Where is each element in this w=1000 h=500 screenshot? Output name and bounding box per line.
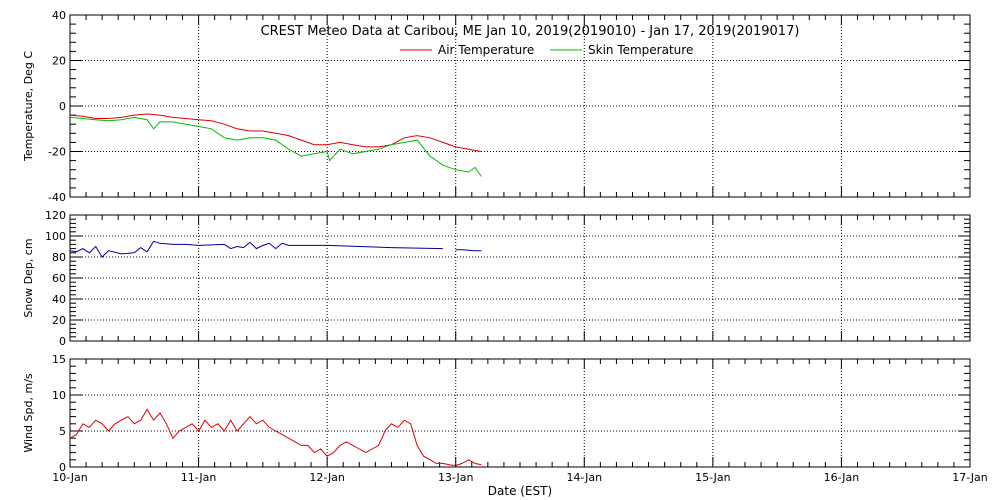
y-tick-label: 0 xyxy=(59,461,66,474)
y-tick-label: 20 xyxy=(52,55,66,68)
series-line-0-0 xyxy=(69,113,482,152)
panel-1: 0 20 40 60 80 100 120 Snow Dep, cm xyxy=(22,209,971,348)
y-tick-label: 5 xyxy=(59,425,66,438)
y-axis-label: Temperature, Deg C xyxy=(22,51,35,162)
series-line-2-0 xyxy=(69,408,482,467)
x-tick-label: 11-Jan xyxy=(181,471,217,484)
y-axis-label: Snow Dep, cm xyxy=(22,238,35,317)
y-tick-label: 20 xyxy=(52,314,66,327)
y-tick-label: 10 xyxy=(52,389,66,402)
x-tick-label: 17-Jan xyxy=(952,471,988,484)
y-tick-label: 40 xyxy=(52,9,66,22)
y-tick-label: 60 xyxy=(52,272,66,285)
x-tick-label: 16-Jan xyxy=(824,471,860,484)
y-tick-label: 0 xyxy=(59,335,66,348)
temperature-legend: Air Temperature Skin Temperature xyxy=(400,43,693,57)
series-line-0-1 xyxy=(69,116,482,177)
panel-2: 0 5 10 15 Wind Spd, m/s xyxy=(22,353,971,474)
x-axis-label: Date (EST) xyxy=(488,484,552,498)
y-tick-label: 100 xyxy=(45,230,66,243)
series-line-1-0 xyxy=(69,240,443,258)
panel-0: -40 -20 0 20 40 Temperature, Deg C xyxy=(22,9,971,204)
panel-frame xyxy=(69,14,971,198)
y-tick-label: 120 xyxy=(45,209,66,222)
series-line-1-1 xyxy=(455,249,482,252)
legend-skin-label: Skin Temperature xyxy=(588,43,693,57)
x-tick-label: 15-Jan xyxy=(695,471,731,484)
y-tick-label: 15 xyxy=(52,353,66,366)
x-tick-label: 12-Jan xyxy=(309,471,345,484)
panel-frame xyxy=(69,214,971,342)
y-tick-label: -20 xyxy=(48,146,66,159)
y-tick-label: 0 xyxy=(59,100,66,113)
y-tick-label: 80 xyxy=(52,251,66,264)
y-tick-label: 40 xyxy=(52,293,66,306)
y-tick-label: -40 xyxy=(48,191,66,204)
chart-title: CREST Meteo Data at Caribou, ME Jan 10, … xyxy=(261,24,800,39)
x-tick-label: 13-Jan xyxy=(438,471,474,484)
x-tick-label: 10-Jan xyxy=(52,471,88,484)
panel-frame xyxy=(69,358,971,468)
y-axis-label: Wind Spd, m/s xyxy=(22,373,35,453)
x-tick-label: 14-Jan xyxy=(567,471,603,484)
legend-air-label: Air Temperature xyxy=(438,43,534,57)
